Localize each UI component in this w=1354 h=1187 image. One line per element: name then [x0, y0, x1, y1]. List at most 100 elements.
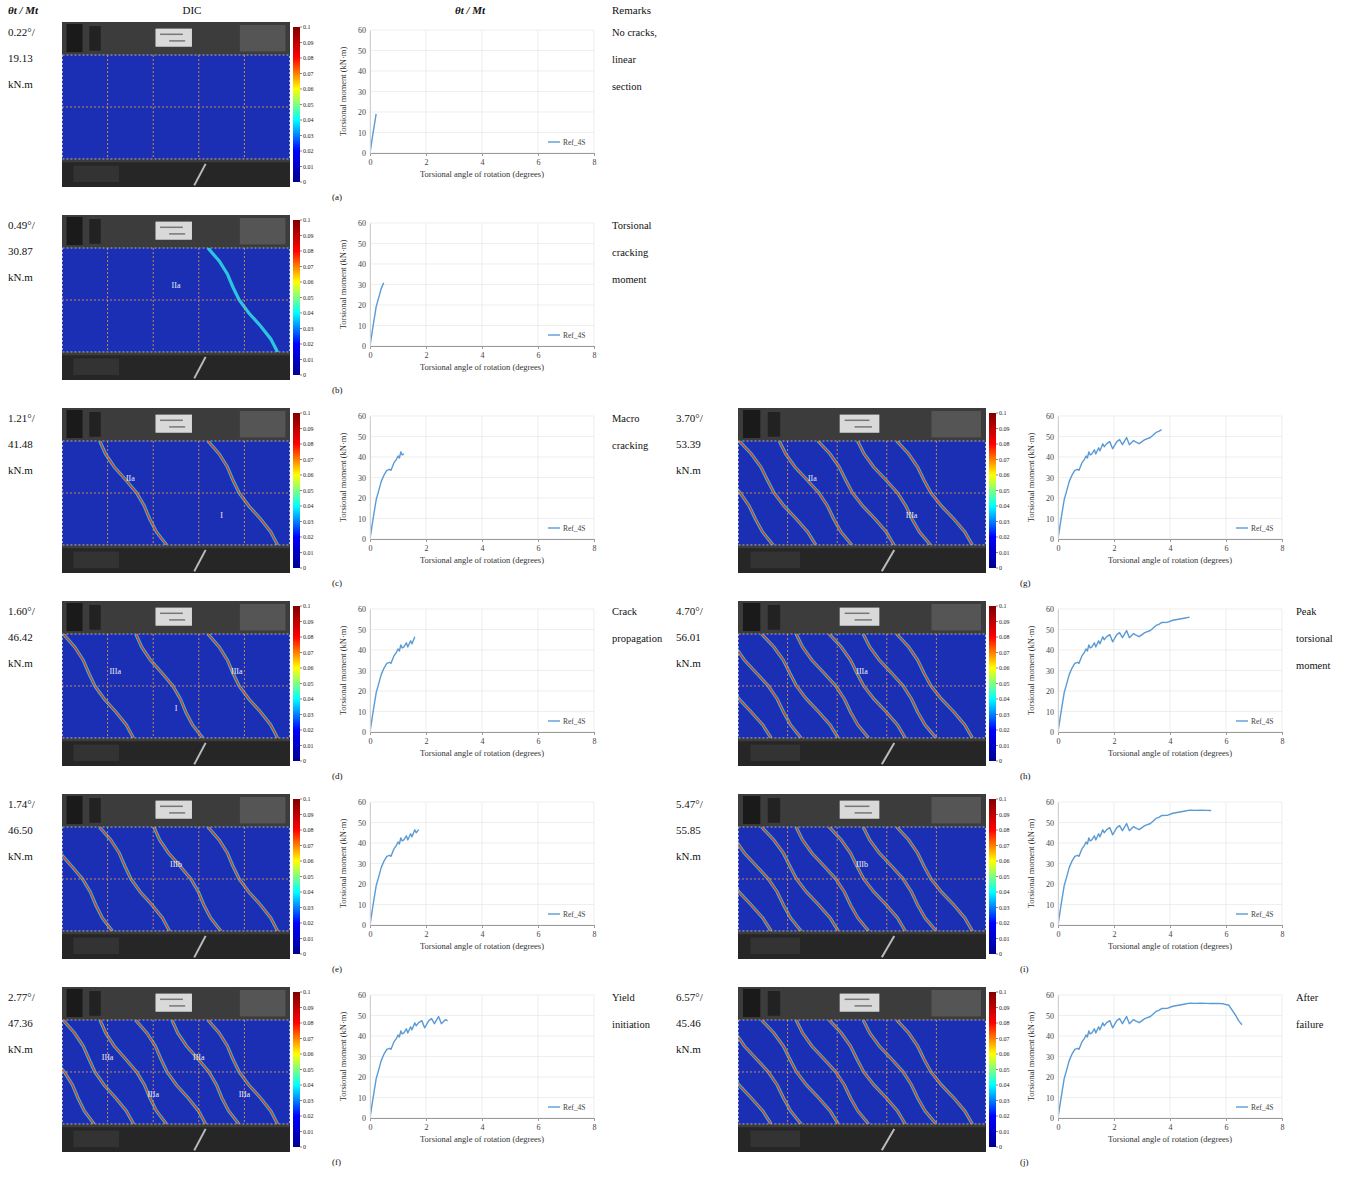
y-axis-line	[370, 31, 371, 154]
y-tick-label: 10	[1046, 1094, 1054, 1103]
y-tick-label: 0	[1050, 728, 1054, 737]
grid-line	[1282, 802, 1283, 925]
dic-grid	[62, 106, 290, 107]
grid-line	[482, 995, 483, 1118]
colorbar-tick	[996, 490, 998, 491]
y-tick-label: 30	[358, 860, 366, 869]
colorbar-tick	[996, 521, 998, 522]
colorbar-tick	[300, 1007, 302, 1008]
y-tick: 60	[1046, 412, 1058, 421]
colorbar-tick-label: 0.06	[303, 858, 314, 864]
colorbar-tick	[300, 745, 302, 746]
y-tick: 10	[358, 322, 370, 331]
y-tick-label: 40	[1046, 1032, 1054, 1041]
x-tick-mark	[1170, 925, 1171, 928]
y-tick-label: 10	[358, 129, 366, 138]
photo-bar	[194, 357, 205, 378]
data-line	[1058, 617, 1190, 732]
x-tick: 0	[369, 346, 373, 360]
colorbar-tick-label: 0.01	[303, 164, 314, 170]
x-tick-mark	[426, 539, 427, 542]
x-tick-mark	[426, 732, 427, 735]
stage-label: 19.13	[8, 52, 33, 64]
y-tick: 30	[1046, 860, 1058, 869]
legend-entry: Ref_4S	[1236, 1103, 1274, 1112]
x-tick-mark	[1282, 925, 1283, 928]
x-tick-mark	[426, 925, 427, 928]
colorbar-tick-label: 0.04	[999, 696, 1010, 702]
y-tick-label: 0	[362, 535, 366, 544]
y-tick-label: 0	[362, 342, 366, 351]
x-axis-title: Torsional angle of rotation (degrees)	[1108, 1134, 1232, 1144]
colorbar-tick	[996, 1131, 998, 1132]
x-tick-label: 6	[1225, 1123, 1229, 1132]
series-group	[370, 283, 384, 346]
x-tick: 2	[425, 346, 429, 360]
x-axis: 02468	[1057, 925, 1285, 939]
dic-grid	[153, 827, 154, 931]
x-tick-label: 8	[593, 737, 597, 746]
stage-label: kN.m	[676, 1043, 701, 1055]
grid-line	[1114, 995, 1115, 1118]
photo-patch	[67, 989, 83, 1017]
x-tick-mark	[1282, 732, 1283, 735]
photo-background	[62, 794, 290, 959]
grid-line	[482, 223, 483, 346]
x-tick-label: 0	[1057, 737, 1061, 746]
x-tick: 8	[593, 1118, 597, 1132]
x-tick: 0	[1057, 925, 1061, 939]
legend-swatch	[1236, 720, 1248, 721]
photo-bar	[882, 743, 894, 764]
photo-patch	[73, 359, 119, 376]
y-tick: 30	[358, 1053, 370, 1062]
x-tick: 4	[481, 539, 485, 553]
photo-patch	[73, 166, 119, 183]
colorbar-tick	[300, 1131, 302, 1132]
grid-line	[1282, 609, 1283, 732]
photo-patch	[240, 990, 286, 1016]
x-axis-title: Torsional angle of rotation (degrees)	[1108, 555, 1232, 565]
data-line	[370, 283, 384, 346]
dic-field	[738, 634, 986, 738]
x-tick-mark	[594, 1118, 595, 1121]
x-tick-mark	[1170, 539, 1171, 542]
colorbar-tick-label: 0	[999, 565, 1002, 571]
y-tick: 0	[1050, 535, 1058, 544]
x-axis: 02468	[369, 539, 597, 553]
colorbar-tick-label: 0.06	[999, 858, 1010, 864]
photo-patch	[931, 411, 981, 437]
colorbar-strip	[986, 601, 1018, 766]
x-tick-mark	[482, 153, 483, 156]
stage-label: kN.m	[8, 78, 33, 90]
y-tick-label: 40	[358, 1032, 366, 1041]
photo-patch	[743, 796, 760, 824]
y-axis: 0102030405060	[358, 991, 371, 1123]
y-tick-label: 30	[1046, 1053, 1054, 1062]
colorbar-tick-label: 0.01	[303, 550, 314, 556]
y-tick: 40	[358, 1032, 370, 1041]
y-axis-line	[370, 803, 371, 926]
colorbar-tick-label: 0.03	[303, 133, 314, 139]
crack-halo	[172, 1020, 239, 1124]
photo-paper-line	[169, 619, 185, 621]
crack-label: IIIb	[856, 860, 868, 869]
crack-core	[100, 441, 167, 545]
colorbar-tick-label: 0.02	[303, 727, 314, 733]
colorbar-tick	[300, 375, 302, 376]
y-axis-title: Torsional moment (kN·m)	[1026, 626, 1036, 716]
x-tick-label: 8	[593, 544, 597, 553]
photo-paper	[155, 801, 191, 819]
colorbar-tick	[300, 104, 302, 105]
x-tick-mark	[594, 153, 595, 156]
chart: 024680102030405060Torsional angle of rot…	[338, 991, 597, 1144]
grid-line	[594, 30, 595, 153]
colorbar-tick	[996, 861, 998, 862]
grid-line	[370, 223, 371, 346]
data-line	[1058, 430, 1162, 539]
dic-border	[63, 441, 290, 545]
x-tick-label: 6	[537, 351, 541, 360]
dic-grid	[837, 634, 838, 738]
colorbar-tick	[300, 73, 302, 74]
x-tick-mark	[594, 539, 595, 542]
y-tick-label: 10	[358, 1094, 366, 1103]
